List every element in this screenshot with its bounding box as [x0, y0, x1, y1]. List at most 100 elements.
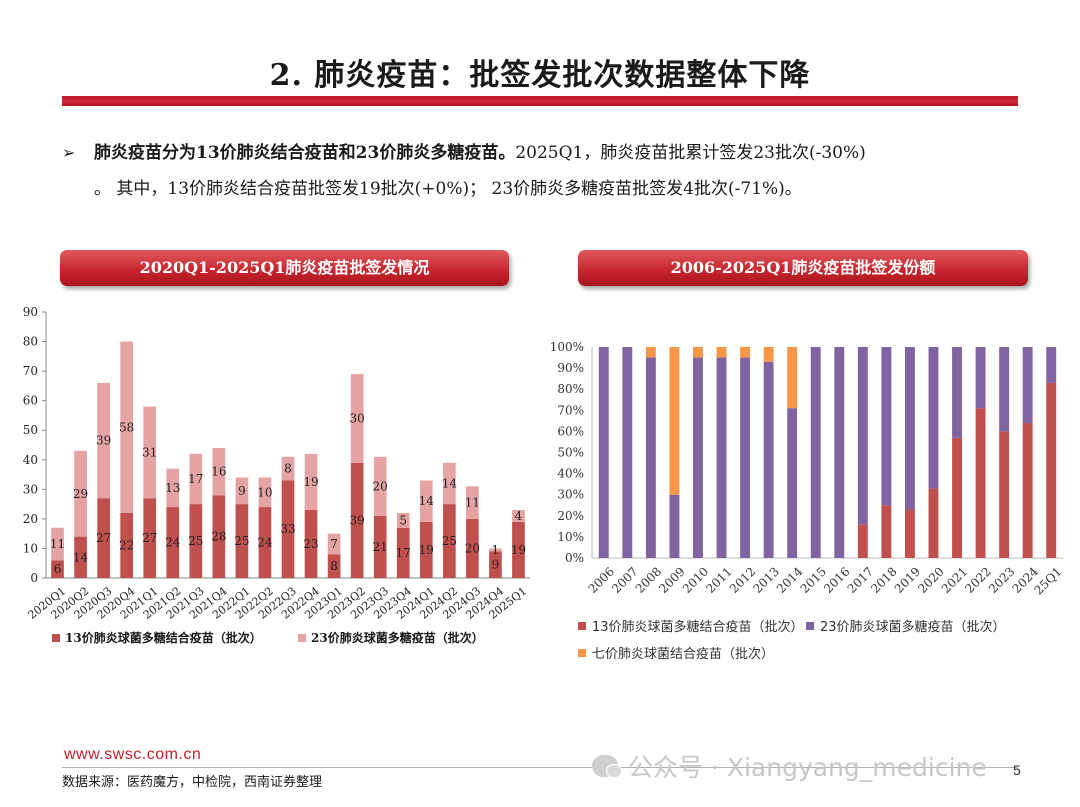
- chart1-y-tick-label: 30: [23, 482, 38, 496]
- chart1-data-label-ppv23: 19: [303, 475, 318, 489]
- chart2-x-tick-label: 2022: [962, 564, 993, 595]
- chart1-bar-ppv23: [489, 548, 502, 552]
- summary-line-1: 肺炎疫苗分为13价肺炎结合疫苗和23价肺炎多糖疫苗。2025Q1，肺炎疫苗批累计…: [94, 135, 866, 171]
- page-title: 2. 肺炎疫苗：批签发批次数据整体下降: [269, 58, 811, 93]
- legend-swatch-ppv23: [298, 633, 306, 642]
- chart1-data-label-ppv23: 7: [330, 537, 338, 551]
- chart2-x-tick-label: 2014: [774, 564, 806, 596]
- chart1-data-label-pcv13: 23: [303, 537, 318, 551]
- chart1-bar-pcv13: [235, 504, 249, 578]
- chart1-bar-pcv13: [143, 498, 157, 578]
- legend2-swatch-ppv23: [806, 621, 814, 630]
- chart1-y-tick-label: 0: [30, 571, 38, 585]
- chart1-data-label-pcv13: 21: [373, 540, 388, 554]
- chart1-y-tick-label: 80: [23, 335, 38, 349]
- chart2-y-tick-label: 0%: [565, 551, 584, 565]
- chart1-data-label-pcv13: 17: [396, 546, 411, 560]
- chart2-x-tick-label: 2018: [868, 564, 899, 595]
- chart2-bar-pcv7: [645, 347, 656, 358]
- chart1-bar-pcv13: [466, 518, 479, 578]
- chart1-bar-ppv23: [373, 456, 387, 516]
- chart1-data-label-ppv23: 58: [119, 420, 134, 434]
- chart2-bar-pcv13: [928, 488, 939, 558]
- chart2-legend-pcv13: 13价肺炎球菌多糖结合疫苗（批次）: [578, 616, 804, 635]
- chart1-y-tick-label: 50: [23, 423, 38, 437]
- chart2-bar-pcv13: [881, 505, 892, 558]
- chart1-data-label-ppv23: 11: [465, 496, 480, 510]
- chart2-y-tick-label: 10%: [557, 530, 584, 544]
- chart1-y-tick-label: 10: [23, 541, 38, 555]
- chart2-x-tick-label: 2021: [939, 564, 970, 595]
- chart1-data-label-pcv13: 39: [350, 513, 365, 527]
- chart1-data-label-ppv23: 4: [515, 509, 523, 523]
- chart1-bar-ppv23: [189, 453, 203, 505]
- chart1-bar-ppv23: [396, 512, 410, 528]
- chart1-bar-pcv13: [120, 512, 134, 578]
- chart1-data-label-pcv13: 27: [96, 531, 111, 545]
- title-underline-bar: [62, 96, 1018, 106]
- chart1-data-label-pcv13: 24: [257, 536, 273, 550]
- chart2-bar-ppv23: [598, 347, 609, 558]
- chart1-data-label-pcv13: 22: [119, 538, 134, 552]
- chart2-y-tick-label: 30%: [557, 488, 584, 502]
- chart2-bar-pcv13: [975, 408, 986, 558]
- chart1-data-label-pcv13: 25: [234, 534, 249, 548]
- bullet-arrow-icon: ➢: [62, 143, 76, 162]
- chart1-data-label-ppv23: 11: [50, 537, 65, 551]
- chart2-bar-ppv23: [716, 357, 727, 558]
- chart1-bar-ppv23: [235, 477, 249, 505]
- chart2-bar-pcv7: [740, 347, 751, 358]
- chart2-y-tick-label: 60%: [557, 424, 584, 438]
- chart2-y-tick-label: 40%: [557, 467, 584, 481]
- footer-website-link[interactable]: www.swsc.com.cn: [64, 746, 202, 763]
- chart2-bar-ppv23: [740, 357, 751, 558]
- chart1-bar-pcv13: [442, 504, 456, 578]
- legend2-label-ppv23: 23价肺炎球菌多糖疫苗（批次）: [820, 620, 1006, 635]
- chart1-legend-ppv23: 23价肺炎球菌多糖疫苗（批次）: [298, 629, 484, 646]
- chart1-data-label-pcv13: 19: [419, 543, 434, 557]
- chart1-bar-ppv23: [466, 486, 479, 519]
- chart2-bar-pcv13: [1046, 382, 1057, 558]
- chart1-bar-pcv13: [281, 480, 295, 578]
- left-chart-banner: 2020Q1-2025Q1肺炎疫苗批签发情况: [60, 250, 509, 286]
- chart1-bar-pcv13: [396, 527, 410, 578]
- chart1-data-label-pcv13: 14: [73, 550, 89, 564]
- chart2-bar-ppv23: [622, 347, 633, 558]
- chart2-x-tick-label: 2023: [986, 564, 1017, 595]
- chart1-bar-ppv23: [74, 450, 87, 537]
- chart1-bar-ppv23: [120, 341, 134, 513]
- wechat-icon: [592, 755, 622, 778]
- batch-release-stacked-bar-chart: 01020304050607080906112020Q114292020Q227…: [23, 305, 530, 622]
- chart1-bar-ppv23: [327, 533, 341, 555]
- chart2-bar-ppv23: [834, 347, 845, 558]
- chart2-bar-ppv23: [787, 408, 798, 558]
- chart1-data-label-ppv23: 9: [238, 484, 246, 498]
- chart1-data-label-ppv23: 8: [284, 462, 292, 476]
- chart2-x-tick-label: 2007: [609, 564, 640, 595]
- chart2-x-tick-label: 2015: [798, 564, 829, 595]
- chart2-y-tick-label: 80%: [557, 382, 584, 396]
- chart2-x-tick-label: 2008: [633, 564, 664, 595]
- legend-label-pcv13: 13价肺炎球菌多糖结合疫苗（批次）: [65, 631, 262, 645]
- chart1-y-tick-label: 70: [23, 364, 38, 378]
- chart1-data-label-ppv23: 16: [211, 465, 226, 479]
- chart2-x-tick-label: 2011: [703, 564, 734, 595]
- data-source-note: 数据来源：医药魔方，中检院，西南证券整理: [62, 775, 323, 790]
- chart2-x-tick-label: 2010: [680, 564, 711, 595]
- chart2-bar-pcv13: [904, 509, 915, 558]
- chart1-data-label-ppv23: 14: [442, 476, 458, 490]
- chart1-data-label-pcv13: 8: [330, 559, 338, 573]
- chart2-bar-ppv23: [857, 347, 868, 525]
- chart2-bar-ppv23: [763, 361, 774, 558]
- chart1-bar-ppv23: [350, 374, 364, 463]
- chart1-bar-ppv23: [51, 527, 64, 561]
- chart2-bar-ppv23: [1046, 347, 1057, 383]
- chart1-data-label-pcv13: 25: [188, 534, 203, 548]
- chart2-bar-pcv13: [952, 437, 962, 558]
- summary-bold-text: 肺炎疫苗分为13价肺炎结合疫苗和23价肺炎多糖疫苗。: [94, 143, 516, 163]
- chart1-bar-ppv23: [442, 462, 456, 505]
- chart2-bar-pcv13: [857, 524, 868, 558]
- chart1-data-label-pcv13: 9: [492, 558, 500, 572]
- right-chart-banner: 2006-2025Q1肺炎疫苗批签发份额: [578, 250, 1028, 286]
- chart1-bar-pcv13: [327, 554, 341, 578]
